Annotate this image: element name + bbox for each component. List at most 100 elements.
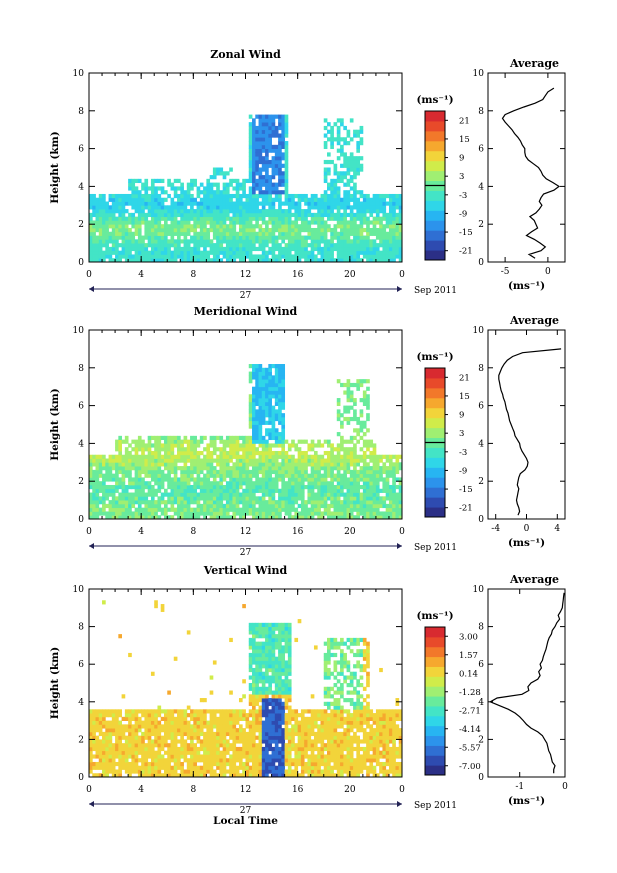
heatmap-cell: [206, 488, 211, 493]
colorbar-segment: [425, 240, 445, 251]
heatmap-cell: [206, 731, 211, 737]
heatmap-cell: [362, 477, 367, 482]
heatmap-cell: [212, 758, 217, 763]
heatmap-cell: [134, 250, 139, 255]
heatmap-cell: [89, 216, 93, 221]
heatmap-cell: [278, 364, 282, 369]
heatmap-cell: [388, 227, 393, 233]
heatmap-cell: [385, 212, 390, 218]
heatmap-cell: [167, 754, 171, 759]
heatmap-cell: [271, 254, 276, 259]
heatmap-cell: [177, 220, 181, 225]
heatmap-cell: [379, 209, 383, 214]
heatmap-cell: [167, 473, 171, 478]
heatmap-cell: [137, 503, 142, 509]
heatmap-cell: [170, 503, 175, 509]
heatmap-cell: [278, 435, 282, 441]
heatmap-cell: [124, 435, 129, 441]
heatmap-cell: [242, 250, 246, 255]
heatmap-cell: [255, 246, 259, 252]
heatmap-cell: [346, 254, 351, 259]
heatmap-cell: [359, 420, 364, 425]
heatmap-cell: [366, 462, 370, 467]
heatmap-cell: [356, 428, 361, 433]
heatmap-cell: [111, 473, 116, 478]
x-tick-label: 12: [240, 527, 251, 537]
heatmap-cell: [362, 193, 367, 199]
heatmap-cell: [356, 481, 361, 486]
heatmap-cell: [92, 258, 96, 263]
heatmap-cell: [271, 458, 276, 463]
heatmap-cell: [340, 492, 344, 497]
heatmap-cell: [144, 454, 149, 459]
heatmap-cell: [98, 773, 103, 778]
heatmap-cell: [268, 227, 272, 233]
heatmap-cell: [89, 254, 93, 259]
heatmap-cell: [199, 190, 204, 195]
heatmap-cell: [307, 224, 312, 229]
heatmap-cell: [177, 209, 181, 214]
heatmap-cell: [118, 235, 122, 240]
date-label: 27: [240, 548, 252, 558]
heatmap-cell: [144, 250, 149, 255]
heatmap-cell: [212, 231, 217, 236]
heatmap-cell: [284, 507, 289, 512]
heatmap-cell: [313, 201, 318, 206]
heatmap-cell: [229, 443, 233, 448]
heatmap-cell: [225, 243, 230, 248]
heatmap-cell: [134, 258, 139, 263]
heatmap-cell: [294, 250, 299, 255]
heatmap-cell: [340, 254, 344, 259]
heatmap-cell: [141, 235, 145, 240]
heatmap-cell: [212, 750, 217, 755]
heatmap-cell: [375, 466, 380, 471]
heatmap-cell: [186, 231, 191, 236]
heatmap-cell: [356, 496, 361, 501]
heatmap-cell: [209, 439, 214, 444]
heatmap-cell: [245, 254, 250, 259]
heatmap-cell: [173, 458, 178, 463]
heatmap-cell: [281, 216, 286, 221]
heatmap-cell: [356, 454, 361, 459]
heatmap-cell: [219, 454, 224, 459]
heatmap-cell: [167, 250, 171, 255]
heatmap-cell: [281, 144, 286, 149]
heatmap-cell: [372, 511, 377, 516]
heatmap-cell: [216, 746, 220, 752]
heatmap-cell: [242, 209, 246, 214]
heatmap-cell: [398, 209, 403, 214]
heatmap-cell: [307, 511, 312, 516]
heatmap-cell: [193, 477, 197, 482]
heatmap-cell: [242, 488, 246, 493]
heatmap-cell: [366, 193, 370, 199]
heatmap-cell: [245, 193, 250, 199]
heatmap-cell: [170, 443, 175, 448]
heatmap-cell: [115, 515, 119, 520]
heatmap-cell: [177, 709, 181, 714]
date-axis-arrow-right: [397, 286, 402, 292]
heatmap-cell: [150, 511, 155, 516]
heatmap-cell: [141, 439, 145, 444]
colorbar-segment: [425, 427, 445, 439]
heatmap-cell: [343, 466, 347, 471]
date-axis-arrow-left: [89, 543, 94, 549]
heatmap-cell: [336, 254, 341, 259]
heatmap-cell: [353, 227, 357, 233]
heatmap-cell: [313, 235, 318, 240]
heatmap-cell: [190, 488, 194, 493]
heatmap-cell: [385, 258, 390, 263]
heatmap-cell: [196, 243, 201, 248]
heatmap-cell: [330, 243, 334, 248]
heatmap-cell: [284, 212, 289, 218]
heatmap-cell: [115, 447, 119, 452]
heatmap-cell: [212, 435, 217, 441]
heatmap-cell: [284, 178, 289, 184]
heatmap-cell: [274, 235, 279, 240]
heatmap-cell: [304, 235, 308, 240]
heatmap-cell: [375, 227, 380, 233]
heatmap-cell: [268, 201, 272, 206]
heatmap-cell: [366, 239, 370, 244]
heatmap-cell: [150, 243, 155, 248]
heatmap-cell: [327, 484, 331, 490]
heatmap-cell: [261, 401, 266, 406]
